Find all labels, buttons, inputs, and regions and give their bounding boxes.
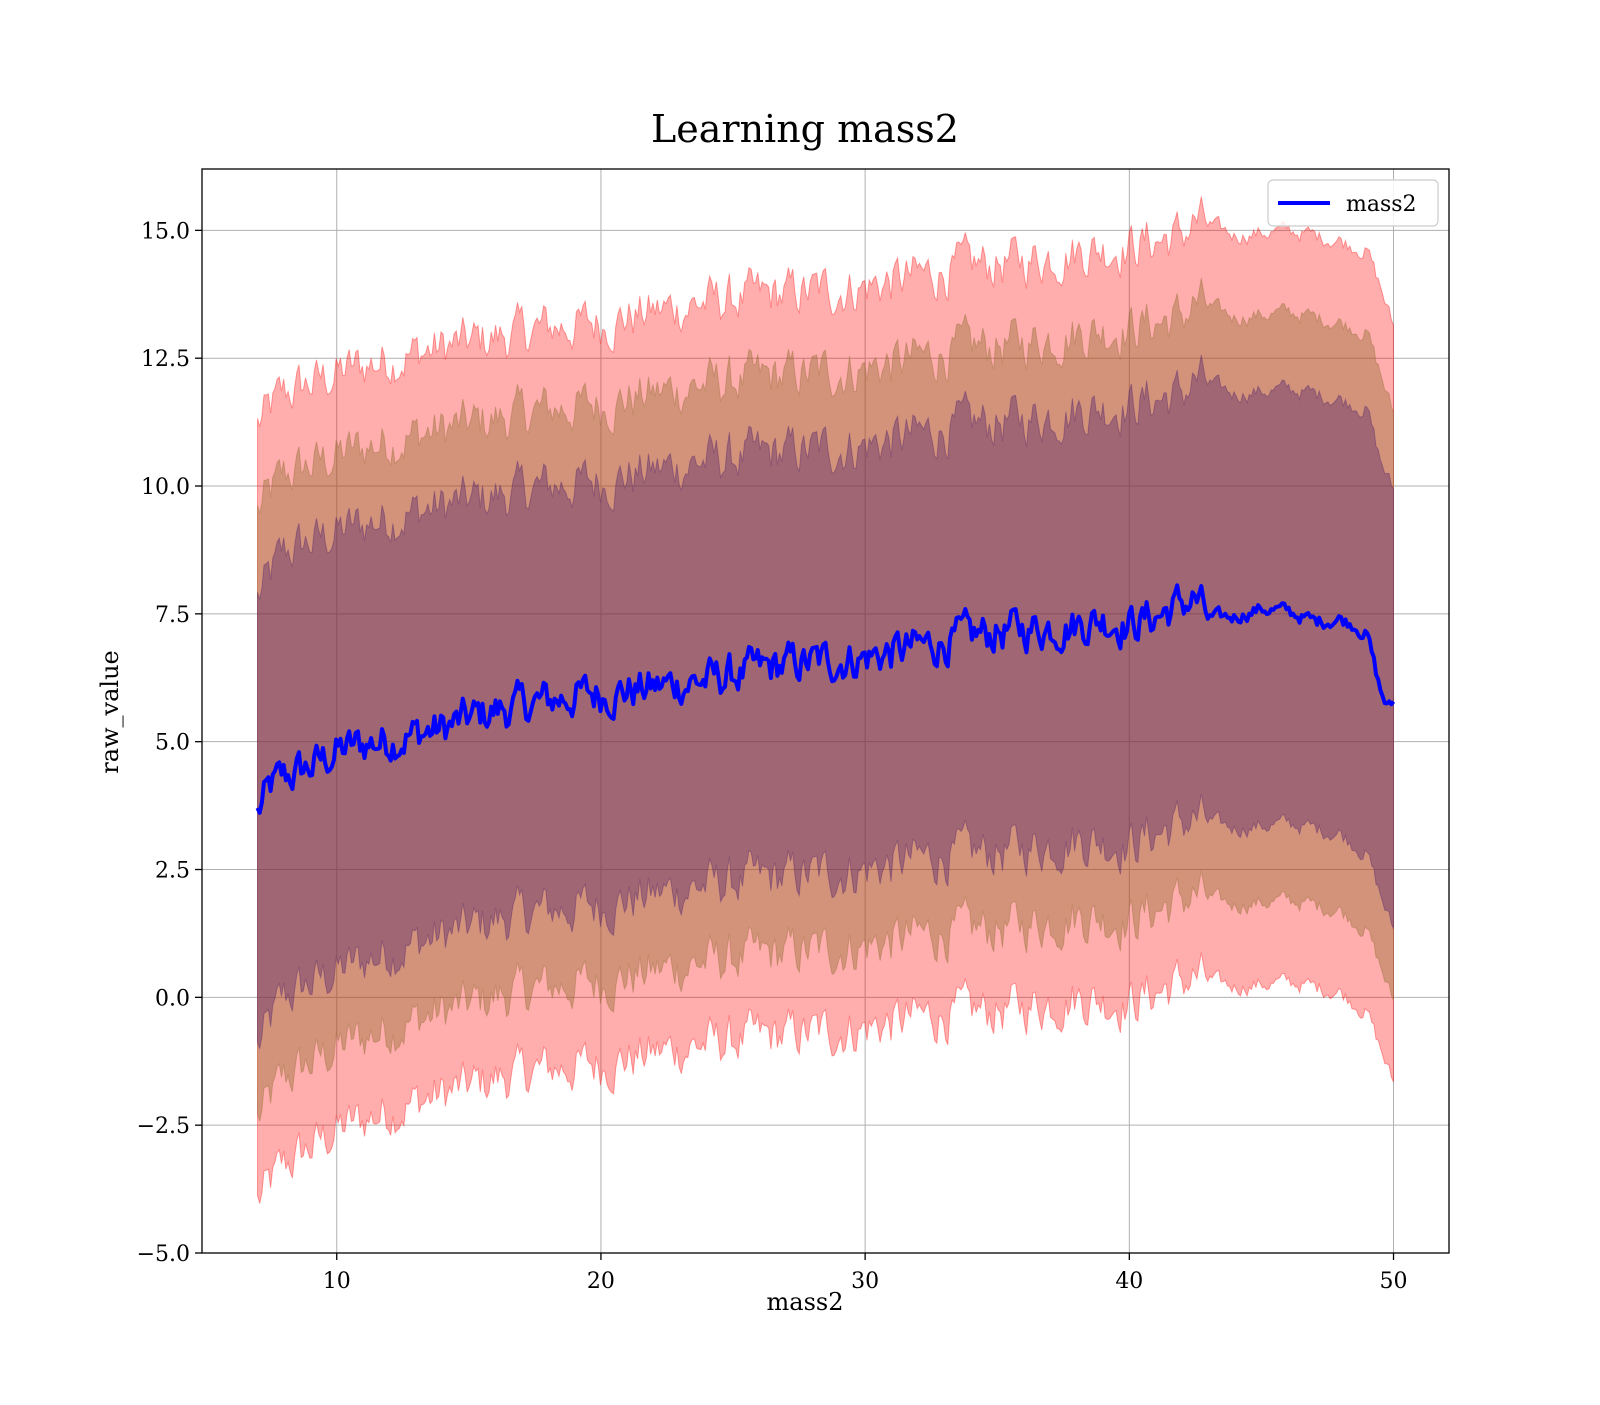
- y-tick-label: 2.5: [155, 859, 190, 884]
- series-lines: [255, 583, 1396, 815]
- y-tick-label: 10.0: [141, 475, 190, 500]
- y-axis-label: raw_value: [96, 650, 124, 774]
- band-inner: [257, 354, 1394, 1049]
- y-tick-label: 15.0: [141, 219, 190, 244]
- legend-label: mass2: [1346, 192, 1417, 217]
- y-tick-label: −2.5: [137, 1114, 190, 1139]
- y-ticks: −5.0 −2.5 0.0 2.5 5.0 7.5 10.0 12.5 15.0: [137, 219, 202, 1267]
- plot-frame: [201, 168, 1450, 1254]
- x-axis-label: mass2: [767, 1288, 844, 1316]
- y-tick-label: −5.0: [137, 1242, 190, 1267]
- legend: mass2: [1267, 179, 1439, 227]
- band-middle: [257, 278, 1394, 1122]
- y-tick-label: 12.5: [141, 347, 190, 372]
- band-outer: [257, 196, 1394, 1204]
- x-tick-label: 10: [323, 1269, 351, 1294]
- confidence-bands: [257, 196, 1394, 1204]
- x-tick-label: 40: [1115, 1269, 1143, 1294]
- x-tick-label: 50: [1380, 1269, 1408, 1294]
- x-ticks: 10 20 30 40 50: [323, 1253, 1408, 1294]
- y-tick-label: 5.0: [155, 731, 190, 756]
- y-tick-label: 0.0: [155, 986, 190, 1011]
- x-tick-label: 20: [587, 1269, 615, 1294]
- x-tick-label: 30: [851, 1269, 879, 1294]
- series-line-mass2: [255, 583, 1396, 815]
- chart-title: Learning mass2: [651, 107, 959, 151]
- legend-box: [1267, 179, 1439, 227]
- y-tick-label: 7.5: [155, 603, 190, 628]
